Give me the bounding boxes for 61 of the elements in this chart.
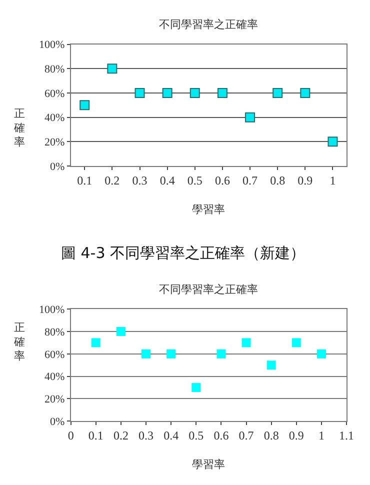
point	[166, 349, 176, 358]
point	[292, 338, 301, 348]
point	[91, 338, 100, 348]
x-tick-label: 0.3	[132, 173, 148, 188]
chart-title: 不同學習率之正確率	[159, 18, 258, 31]
x-tick-label: 0.6	[214, 428, 229, 443]
y-tick-label: 60%	[44, 348, 65, 361]
x-tick-label: 0.6	[214, 173, 230, 188]
y-tick-label: 80%	[44, 63, 65, 76]
y-tick-label: 60%	[44, 88, 65, 100]
x-tick-label: 0.8	[264, 428, 279, 443]
point	[162, 88, 172, 98]
x-tick-label: 0.5	[187, 173, 202, 188]
point	[80, 100, 90, 110]
point	[134, 88, 145, 98]
y-tick-label: 40%	[44, 112, 65, 124]
point	[245, 112, 256, 122]
point	[316, 349, 326, 358]
x-tick-label: 0.1	[88, 428, 104, 443]
point	[116, 327, 126, 336]
y-tick-label: 20%	[44, 136, 65, 149]
y-tick-label: 40%	[44, 371, 65, 384]
x-tick-label: 0.5	[188, 428, 204, 443]
point	[142, 349, 151, 358]
x-tick-label: 1.1	[339, 428, 354, 443]
x-tick-label: 0.3	[138, 428, 154, 443]
x-tick-label: 0.7	[238, 428, 254, 443]
y-axis-title: 正確率	[13, 107, 25, 149]
caption: 圖 4-3 不同學習率之正確率（新建）	[61, 244, 306, 262]
y-tick-label: 0%	[50, 160, 65, 173]
x-tick-label: 0.4	[160, 173, 175, 188]
point	[242, 338, 251, 348]
point	[300, 88, 310, 98]
y-tick-label: 20%	[44, 394, 65, 406]
point	[328, 136, 338, 147]
y-tick-label: 80%	[44, 326, 65, 338]
point	[192, 383, 201, 392]
x-tick-label: 0.7	[242, 173, 258, 188]
x-tick-label: 0.2	[104, 173, 120, 188]
point	[216, 349, 226, 358]
x-tick-label: 0.4	[164, 428, 179, 443]
y-axis-title: 正確率	[13, 321, 25, 363]
x-tick-label: 0	[68, 428, 74, 443]
chart-title: 不同學習率之正確率	[159, 283, 258, 296]
x-tick-label: 1	[318, 428, 324, 443]
point	[190, 88, 200, 98]
y-tick-label: 0%	[50, 416, 65, 428]
y-tick-label: 100%	[38, 39, 65, 52]
point	[107, 64, 118, 74]
point	[217, 88, 228, 98]
x-axis-title: 學習率	[192, 458, 225, 471]
x-tick-label: 0.8	[270, 173, 286, 188]
x-axis-title: 學習率	[192, 203, 225, 216]
point	[266, 360, 276, 370]
point	[272, 88, 283, 98]
x-tick-label: 0.1	[77, 173, 92, 188]
x-tick-label: 1	[330, 173, 336, 188]
x-tick-label: 0.9	[288, 428, 304, 443]
x-tick-label: 0.9	[298, 173, 313, 188]
x-tick-label: 0.2	[113, 428, 128, 443]
y-tick-label: 100%	[38, 304, 65, 316]
